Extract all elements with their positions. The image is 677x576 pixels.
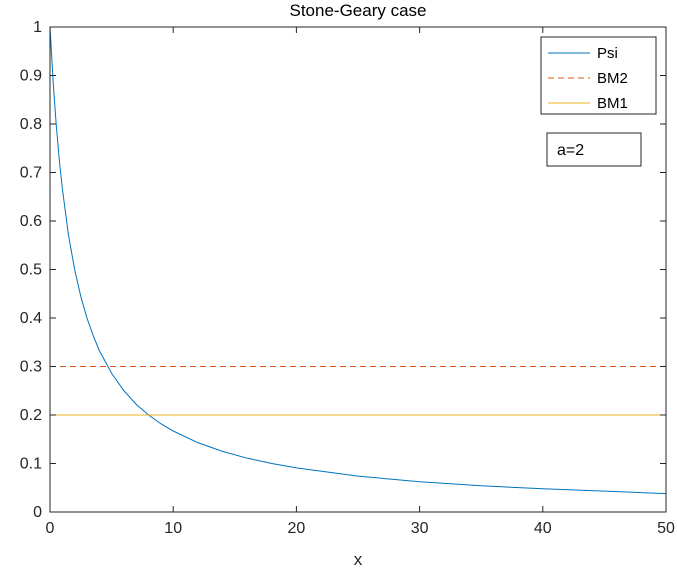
x-tick-label: 10 xyxy=(164,520,182,537)
axes-layer xyxy=(49,26,667,513)
legend-label-bm2: BM2 xyxy=(597,70,628,87)
y-tick-label: 1 xyxy=(33,19,42,36)
tick-labels: 0 10 20 30 40 50 0 0.1 0.2 0.3 0.4 0.5 0.6 0.7 0.8 0.9 1 xyxy=(20,19,675,537)
annotation-text: a=2 xyxy=(557,142,584,159)
y-tick-label: 0.9 xyxy=(20,68,42,85)
annotation-box: a=2 xyxy=(546,132,642,167)
x-tick-label: 0 xyxy=(46,520,55,537)
y-tick-label: 0.2 xyxy=(20,407,42,424)
annotation-border xyxy=(546,132,642,167)
y-tick-label: 0.3 xyxy=(20,359,42,376)
legend-box xyxy=(540,36,657,115)
series-line-psi xyxy=(49,26,667,495)
x-axis-label: x xyxy=(354,550,363,569)
x-tick-label: 30 xyxy=(411,520,429,537)
y-tick-label: 0.7 xyxy=(20,165,42,182)
y-tick-label: 0.6 xyxy=(20,213,42,230)
y-tick-label: 0.4 xyxy=(20,310,42,327)
legend: Psi BM2 BM1 xyxy=(540,36,657,115)
y-tick-label: 0 xyxy=(33,504,42,521)
series-layer xyxy=(49,26,667,495)
chart-title: Stone-Geary case xyxy=(289,1,426,20)
y-tick-label: 0.5 xyxy=(20,262,42,279)
x-tick-label: 20 xyxy=(288,520,306,537)
y-tick-label: 0.8 xyxy=(20,116,42,133)
legend-label-psi: Psi xyxy=(597,45,618,62)
x-tick-label: 40 xyxy=(534,520,552,537)
legend-label-bm1: BM1 xyxy=(597,95,628,112)
x-tick-label: 50 xyxy=(657,520,675,537)
y-tick-label: 0.1 xyxy=(20,456,42,473)
